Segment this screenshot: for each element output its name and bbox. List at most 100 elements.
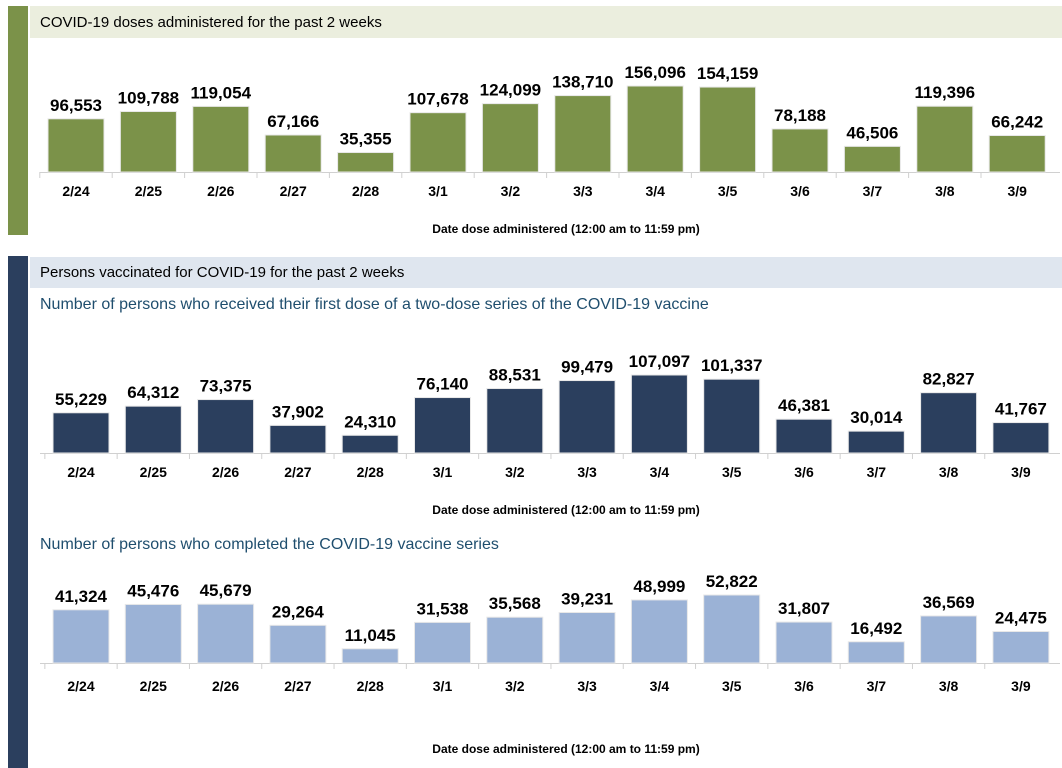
bar-2/26 xyxy=(197,399,255,454)
data-label: 36,569 xyxy=(923,593,975,612)
x-tick-label: 2/25 xyxy=(140,464,167,480)
x-tick-label: 2/27 xyxy=(284,464,311,480)
x-tick-label: 3/7 xyxy=(867,678,887,694)
data-label: 46,381 xyxy=(778,396,830,415)
data-label: 119,396 xyxy=(915,83,976,102)
bar-3/3 xyxy=(554,95,612,173)
x-tick-label: 3/2 xyxy=(501,183,521,199)
data-label: 41,767 xyxy=(995,400,1047,419)
data-label: 138,710 xyxy=(552,73,613,92)
data-label: 66,242 xyxy=(991,113,1043,132)
data-label: 45,476 xyxy=(127,581,179,600)
data-label: 35,355 xyxy=(340,130,392,149)
data-label: 88,531 xyxy=(489,366,541,385)
chart-2-title: Number of persons who received their fir… xyxy=(40,296,709,313)
section-2-header: Persons vaccinated for COVID-19 for the … xyxy=(30,257,1062,288)
section-1-header: COVID-19 doses administered for the past… xyxy=(30,6,1062,38)
bar-3/6 xyxy=(775,418,833,454)
x-tick-label: 2/26 xyxy=(207,183,234,199)
x-tick-label: 2/28 xyxy=(357,678,384,694)
bar-3/3 xyxy=(558,380,616,454)
chart-3-title: Number of persons who completed the COVI… xyxy=(40,536,499,553)
x-tick-label: 3/4 xyxy=(650,678,670,694)
x-tick-label: 2/26 xyxy=(212,464,239,480)
x-tick-label: 3/8 xyxy=(939,678,959,694)
data-label: 107,097 xyxy=(629,352,690,371)
section-2-accent-bar xyxy=(8,256,28,768)
x-tick-label: 3/6 xyxy=(794,464,814,480)
data-label: 76,140 xyxy=(417,375,469,394)
bar-2/28 xyxy=(341,434,399,454)
bar-3/4 xyxy=(630,374,688,454)
x-tick-label: 3/3 xyxy=(573,183,593,199)
data-label: 154,159 xyxy=(697,64,758,83)
data-label: 16,492 xyxy=(850,619,902,638)
data-label: 124,099 xyxy=(480,81,541,100)
bar-3/8 xyxy=(916,105,974,173)
data-label: 31,538 xyxy=(417,599,469,618)
data-label: 73,375 xyxy=(200,377,252,396)
bar-3/6 xyxy=(771,128,829,173)
bar-2/27 xyxy=(264,134,322,173)
bar-3/3 xyxy=(558,611,616,664)
x-tick-label: 3/4 xyxy=(650,464,670,480)
bar-3/1 xyxy=(414,397,471,454)
x-tick-label: 3/7 xyxy=(867,464,887,480)
data-label: 109,788 xyxy=(118,89,179,108)
chart-1-x-axis-label: Date dose administered (12:00 am to 11:5… xyxy=(432,222,700,236)
bar-3/8 xyxy=(920,392,978,454)
data-label: 45,679 xyxy=(200,581,252,600)
x-tick-label: 2/24 xyxy=(67,678,94,694)
section-1-accent-bar xyxy=(8,6,28,235)
data-label: 29,264 xyxy=(272,602,325,621)
data-label: 39,231 xyxy=(561,589,613,608)
chart-2-x-axis-label: Date dose administered (12:00 am to 11:5… xyxy=(432,503,700,517)
data-label: 35,568 xyxy=(489,594,541,613)
bar-3/5 xyxy=(703,378,761,454)
data-label: 24,475 xyxy=(995,608,1047,627)
x-tick-label: 3/5 xyxy=(722,464,742,480)
data-label: 41,324 xyxy=(55,587,108,606)
x-tick-label: 2/28 xyxy=(352,183,379,199)
data-label: 31,807 xyxy=(778,599,830,618)
bar-3/5 xyxy=(703,594,761,664)
data-label: 156,096 xyxy=(624,63,685,82)
data-label: 46,506 xyxy=(846,123,898,142)
data-label: 107,678 xyxy=(407,90,468,109)
x-tick-label: 3/8 xyxy=(939,464,959,480)
bar-2/26 xyxy=(192,105,250,173)
bar-2/25 xyxy=(124,405,182,454)
data-label: 24,310 xyxy=(344,412,396,431)
data-label: 55,229 xyxy=(55,390,107,409)
bar-3/1 xyxy=(409,112,467,173)
bar-2/28 xyxy=(337,152,395,173)
x-tick-label: 3/1 xyxy=(433,464,453,480)
x-tick-label: 3/6 xyxy=(794,678,814,694)
x-tick-label: 3/9 xyxy=(1007,183,1027,199)
x-tick-label: 2/26 xyxy=(212,678,239,694)
data-label: 48,999 xyxy=(633,577,685,596)
data-label: 82,827 xyxy=(923,370,975,389)
bar-3/2 xyxy=(481,103,539,173)
x-tick-label: 2/27 xyxy=(280,183,307,199)
bar-2/25 xyxy=(124,603,182,664)
data-label: 30,014 xyxy=(850,408,903,427)
bar-3/9 xyxy=(992,422,1050,454)
x-tick-label: 3/6 xyxy=(790,183,810,199)
x-tick-label: 3/2 xyxy=(505,464,525,480)
x-tick-label: 3/2 xyxy=(505,678,525,694)
data-label: 52,822 xyxy=(706,572,758,591)
bar-2/26 xyxy=(197,603,255,664)
data-label: 101,337 xyxy=(701,356,762,375)
bar-3/5 xyxy=(699,86,757,173)
bar-2/24 xyxy=(52,609,110,664)
bar-3/2 xyxy=(486,616,544,664)
x-tick-label: 2/24 xyxy=(62,183,89,199)
bar-3/7 xyxy=(843,145,901,173)
x-tick-label: 3/3 xyxy=(577,464,597,480)
x-tick-label: 3/1 xyxy=(433,678,453,694)
bar-3/4 xyxy=(630,599,688,664)
